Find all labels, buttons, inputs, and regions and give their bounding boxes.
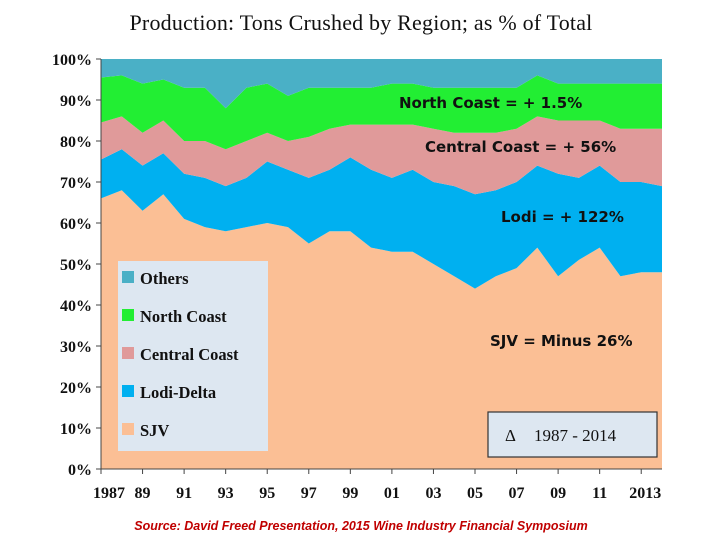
y-tick-label: 80%: [60, 134, 92, 151]
legend-label-sjv: SJV: [140, 421, 169, 440]
x-tick-label: 89: [135, 485, 151, 502]
y-tick-label: 30%: [60, 339, 92, 356]
legend-swatch-lodi-delta: [122, 385, 134, 397]
annotation-lodi-text: Lodi = + 122%: [501, 208, 624, 226]
period-box-frame: [487, 411, 658, 458]
area-lodi-delta: [101, 149, 662, 289]
legend-item-north-coast: North Coast: [122, 307, 227, 326]
annotation-lodi: Lodi = + 122%: [501, 208, 624, 226]
x-tick-label: 91: [176, 485, 192, 502]
x-tick-label: 95: [259, 485, 275, 502]
area-others: [101, 59, 662, 109]
legend-swatch-others: [122, 271, 134, 283]
y-tick-label: 50%: [60, 257, 92, 274]
annotation-north-coast: North Coast = + 1.5%: [399, 94, 582, 112]
x-axis-ticks: 1987 89 91 93 95 97 99 01 03 05 07 09 11 2013: [93, 469, 661, 502]
delta-symbol: Δ: [505, 426, 516, 445]
legend-label-others: Others: [140, 269, 189, 288]
x-tick-label: 1987: [93, 485, 125, 502]
period-text: 1987 - 2014: [534, 426, 617, 445]
legend-swatch-central-coast: [122, 347, 134, 359]
annotation-central-coast-text: Central Coast = + 56%: [425, 138, 616, 156]
y-tick-label: 60%: [60, 216, 92, 233]
source-note: Source: David Freed Presentation, 2015 W…: [134, 519, 588, 533]
legend-swatch-sjv: [122, 423, 134, 435]
x-tick-label: 2013: [629, 485, 661, 502]
legend: Others North Coast Central Coast Lodi-De…: [118, 261, 268, 451]
area-north-coast: [101, 75, 662, 150]
annotation-central-coast: Central Coast = + 56%: [425, 138, 616, 156]
legend-item-lodi-delta: Lodi-Delta: [122, 383, 216, 402]
period-box: Δ 1987 - 2014: [487, 411, 658, 458]
y-tick-label: 20%: [60, 380, 92, 397]
annotation-sjv: SJV = Minus 26%: [490, 332, 633, 350]
legend-item-sjv: SJV: [122, 421, 169, 440]
y-tick-label: 40%: [60, 298, 92, 315]
x-tick-label: 99: [342, 485, 358, 502]
y-tick-label: 100%: [52, 52, 92, 69]
legend-label-lodi-delta: Lodi-Delta: [140, 383, 216, 402]
y-tick-label: 70%: [60, 175, 92, 192]
legend-item-central-coast: Central Coast: [122, 345, 239, 364]
legend-box: [118, 261, 268, 451]
chart-title: Production: Tons Crushed by Region; as %…: [129, 10, 593, 35]
x-tick-label: 03: [425, 485, 441, 502]
legend-item-others: Others: [122, 269, 189, 288]
legend-label-north-coast: North Coast: [140, 307, 227, 326]
y-tick-label: 90%: [60, 93, 92, 110]
x-tick-label: 09: [550, 485, 566, 502]
x-tick-label: 07: [509, 485, 525, 502]
y-tick-label: 10%: [60, 421, 92, 438]
x-tick-label: 11: [592, 485, 607, 502]
x-tick-label: 01: [384, 485, 400, 502]
legend-label-central-coast: Central Coast: [140, 345, 239, 364]
x-tick-label: 05: [467, 485, 483, 502]
annotation-north-coast-text: North Coast = + 1.5%: [399, 94, 582, 112]
x-tick-label: 93: [218, 485, 234, 502]
legend-swatch-north-coast: [122, 309, 134, 321]
y-axis-ticks: 0% 10% 20% 30% 40% 50% 60% 70% 80% 90% 100%: [52, 52, 101, 479]
area-central-coast: [101, 116, 662, 195]
y-tick-label: 0%: [68, 462, 92, 479]
x-tick-label: 97: [301, 485, 317, 502]
annotation-sjv-text: SJV = Minus 26%: [490, 332, 633, 350]
